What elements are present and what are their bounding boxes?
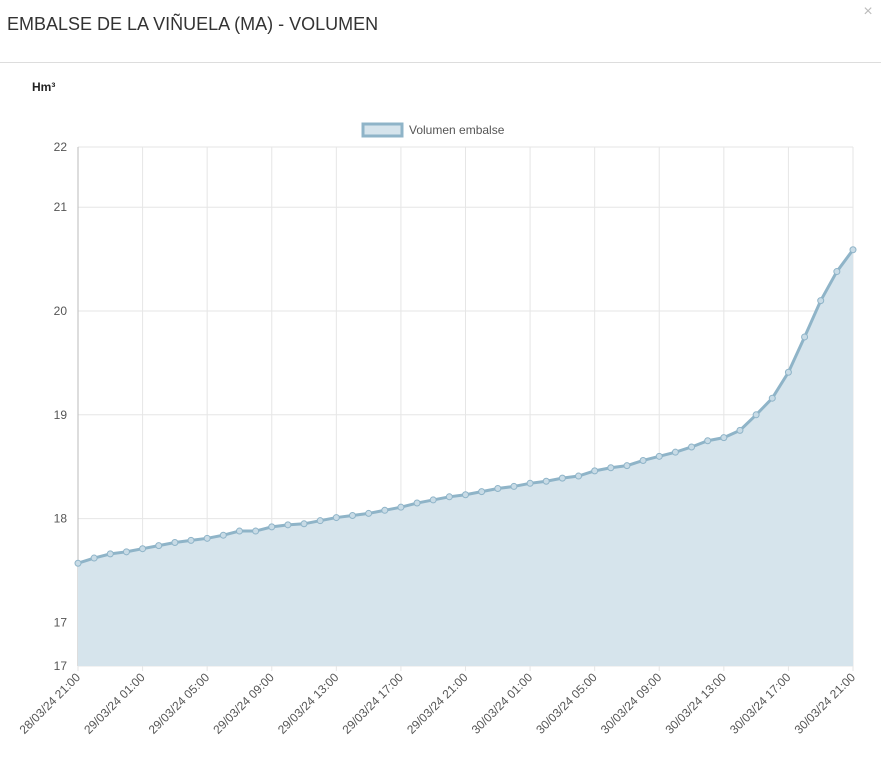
x-tick-label: 30/03/24 05:00 [533,670,600,737]
point [720,434,728,442]
point [542,477,550,485]
x-tick-label: 28/03/24 21:00 [17,670,84,737]
x-tick-label: 30/03/24 13:00 [662,670,729,737]
point [397,503,405,511]
point [591,467,599,475]
point [768,394,776,402]
point [623,462,631,470]
point [752,411,760,419]
y-tick-label: 20 [54,304,68,318]
point [235,527,243,535]
point [558,474,566,482]
y-tick-label: 17 [54,615,68,629]
point [494,485,502,493]
modal-title: EMBALSE DE LA VIÑUELA (MA) - VOLUMEN [7,13,378,34]
point [155,542,163,550]
point [510,482,518,490]
point [801,333,809,341]
point [607,464,615,472]
point [688,443,696,451]
x-tick-label: 30/03/24 09:00 [598,670,665,737]
point [171,538,179,546]
x-tick-label: 29/03/24 21:00 [404,670,471,737]
point [817,297,825,305]
point [655,452,663,460]
point [300,520,308,528]
point [284,521,292,529]
point [526,479,534,487]
point [704,437,712,445]
point [413,499,421,507]
close-button[interactable]: × [863,3,872,20]
point [784,368,792,376]
x-tick-label: 30/03/24 01:00 [469,670,536,737]
point [268,523,276,531]
y-tick-label: 19 [54,408,68,422]
point [671,448,679,456]
point [381,506,389,514]
x-tick-label: 29/03/24 17:00 [340,670,407,737]
point [203,534,211,542]
point [462,491,469,499]
legend-label: Volumen embalse [409,123,505,137]
point [736,426,744,434]
point [139,545,147,553]
y-tick-label: 17 [54,659,68,673]
y-tick-label: 18 [54,512,68,526]
point [833,268,841,276]
y-tick-label: 21 [54,200,68,214]
y-axis-label: Hm³ [32,80,55,94]
x-tick-label: 30/03/24 17:00 [727,670,794,737]
x-tick-label: 30/03/24 21:00 [792,670,859,737]
legend-swatch [361,122,404,138]
point [187,536,195,544]
point [639,456,647,464]
point [849,246,857,254]
point [365,509,373,517]
point [90,554,98,562]
point [332,514,340,522]
x-tick-label: 29/03/24 01:00 [81,670,148,737]
point [74,559,82,567]
point [252,527,260,535]
point [106,550,114,558]
point [429,496,437,504]
y-tick-label: 22 [54,140,68,154]
point [445,493,453,501]
point [575,472,583,480]
area [78,249,853,666]
point [478,488,486,496]
point [122,548,130,556]
x-tick-label: 29/03/24 13:00 [275,670,342,737]
x-tick-label: 29/03/24 05:00 [146,670,213,737]
x-tick-label: 29/03/24 09:00 [210,670,277,737]
point [348,511,356,519]
point [219,531,227,539]
point [316,517,324,525]
